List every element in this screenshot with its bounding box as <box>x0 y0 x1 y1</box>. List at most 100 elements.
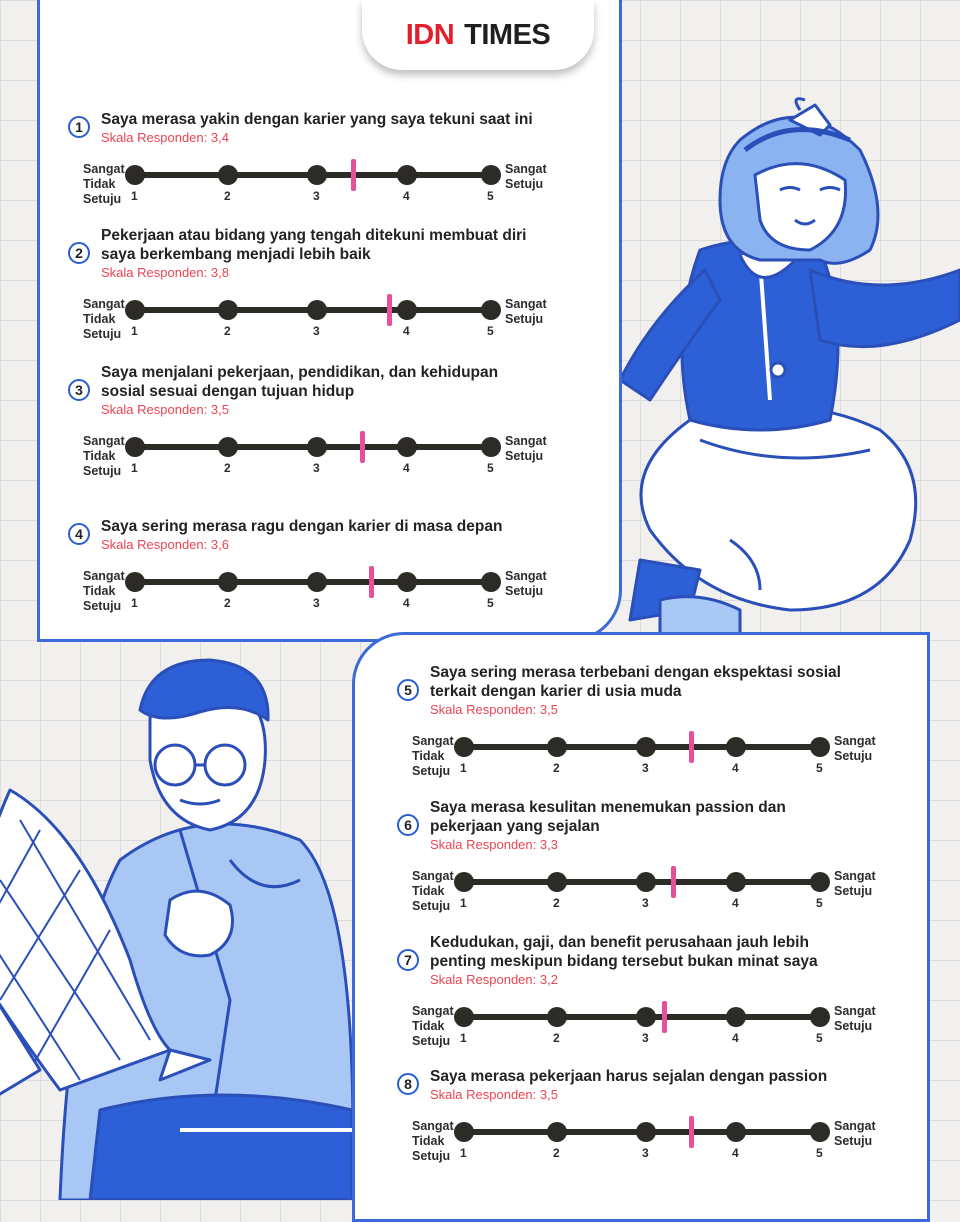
respondent-value-marker <box>689 1116 694 1148</box>
scale-right-label-line: Sangat <box>834 734 876 748</box>
respondent-value-marker <box>387 294 392 326</box>
respondent-scale-label: Skala Responden: 3,2 <box>430 972 558 987</box>
question-text-line: Saya menjalani pekerjaan, pendidikan, da… <box>101 364 499 381</box>
scale-left-label-line: Tidak <box>83 449 116 463</box>
question-text: Saya sering merasa ragu dengan karier di… <box>101 517 601 536</box>
scale-left-label: Sangat Tidak Setuju <box>83 434 125 479</box>
question-text-line: terkait dengan karier di usia muda <box>430 683 682 700</box>
question-text-line: saya berkembang menjadi lebih baik <box>101 246 371 263</box>
scale-tick-label: 3 <box>642 761 649 775</box>
scale-right-label: Sangat Setuju <box>834 869 876 899</box>
scale-left-label-line: Tidak <box>83 312 116 326</box>
scale-point <box>125 437 145 457</box>
scale-left-label: Sangat Tidak Setuju <box>83 162 125 207</box>
respondent-value-marker <box>689 731 694 763</box>
question-text: Saya merasa kesulitan menemukan passion … <box>430 798 930 836</box>
scale-point <box>636 872 656 892</box>
scale-point <box>726 872 746 892</box>
scale-point <box>307 437 327 457</box>
scale-point <box>547 1122 567 1142</box>
question-text: Saya merasa yakin dengan karier yang say… <box>101 110 601 129</box>
scale-tick-label: 1 <box>460 896 467 910</box>
scale-point <box>636 737 656 757</box>
scale-tick-label: 3 <box>313 596 320 610</box>
question-text: Kedudukan, gaji, dan benefit perusahaan … <box>430 933 930 971</box>
question-item: 1 Saya merasa yakin dengan karier yang sa… <box>68 110 608 230</box>
scale-tick-label: 1 <box>460 761 467 775</box>
scale-point <box>810 737 830 757</box>
scale-left-label: Sangat Tidak Setuju <box>412 1119 454 1164</box>
question-text-line: Saya merasa kesulitan menemukan passion … <box>430 799 786 816</box>
scale-point <box>307 572 327 592</box>
scale-point <box>125 165 145 185</box>
question-text-line: Saya sering merasa terbebani dengan eksp… <box>430 664 841 681</box>
scale-point <box>547 872 567 892</box>
scale-tick-label: 4 <box>732 1146 739 1160</box>
scale-right-label-line: Sangat <box>834 869 876 883</box>
scale-point <box>397 572 417 592</box>
question-text-line: sosial sesuai dengan tujuan hidup <box>101 383 355 400</box>
brand-idn: IDN <box>405 18 455 51</box>
scale-tick-label: 2 <box>224 461 231 475</box>
scale-left-label-line: Tidak <box>412 749 445 763</box>
scale-right-label-line: Sangat <box>505 297 547 311</box>
scale-right-label-line: Setuju <box>834 749 873 763</box>
scale-tick-label: 3 <box>313 324 320 338</box>
respondent-scale-label: Skala Responden: 3,4 <box>101 130 229 145</box>
scale-left-label-line: Tidak <box>412 884 445 898</box>
scale-right-label-line: Setuju <box>505 312 544 326</box>
question-number-badge: 8 <box>397 1073 419 1095</box>
scale-point <box>726 737 746 757</box>
scale-right-label-line: Setuju <box>505 177 544 191</box>
question-number-badge: 6 <box>397 814 419 836</box>
scale-tick-label: 1 <box>460 1146 467 1160</box>
question-text-line: Kedudukan, gaji, dan benefit perusahaan … <box>430 934 809 951</box>
scale-tick-label: 3 <box>313 461 320 475</box>
scale-left-label-line: Setuju <box>83 599 122 613</box>
scale-point <box>726 1007 746 1027</box>
scale-point <box>547 1007 567 1027</box>
question-item: 2 Pekerjaan atau bidang yang tengah ditek… <box>68 226 608 346</box>
scale-left-label-line: Sangat <box>83 297 125 311</box>
scale-tick-label: 2 <box>224 324 231 338</box>
question-text: Pekerjaan atau bidang yang tengah diteku… <box>101 226 601 264</box>
scale-left-label-line: Sangat <box>83 434 125 448</box>
question-item: 5 Saya sering merasa terbebani dengan eks… <box>397 663 937 783</box>
scale-right-label-line: Setuju <box>834 884 873 898</box>
scale-point <box>454 1007 474 1027</box>
scale-tick-label: 2 <box>553 1146 560 1160</box>
respondent-scale-label: Skala Responden: 3,6 <box>101 537 229 552</box>
scale-tick-label: 4 <box>403 324 410 338</box>
scale-point <box>810 872 830 892</box>
respondent-value-marker <box>671 866 676 898</box>
scale-tick-label: 5 <box>816 761 823 775</box>
question-item: 3 Saya menjalani pekerjaan, pendidikan, d… <box>68 363 608 483</box>
scale-left-label-line: Tidak <box>412 1134 445 1148</box>
scale-tick-label: 5 <box>487 461 494 475</box>
scale-tick-label: 4 <box>403 189 410 203</box>
scale-tick-label: 2 <box>553 761 560 775</box>
scale-point <box>125 300 145 320</box>
scale-right-label-line: Sangat <box>505 162 547 176</box>
scale-tick-label: 2 <box>224 189 231 203</box>
scale-point <box>218 165 238 185</box>
question-number-badge: 7 <box>397 949 419 971</box>
scale-left-label-line: Setuju <box>83 192 122 206</box>
scale-right-label: Sangat Setuju <box>834 1119 876 1149</box>
question-text: Saya menjalani pekerjaan, pendidikan, da… <box>101 363 601 401</box>
scale-right-label: Sangat Setuju <box>505 569 547 599</box>
question-item: 7 Kedudukan, gaji, dan benefit perusahaan… <box>397 933 937 1053</box>
scale-tick-label: 5 <box>487 189 494 203</box>
scale-right-label-line: Setuju <box>505 449 544 463</box>
question-text-line: Saya merasa yakin dengan karier yang say… <box>101 111 533 128</box>
scale-point <box>397 165 417 185</box>
scale-left-label-line: Sangat <box>83 162 125 176</box>
scale-left-label: Sangat Tidak Setuju <box>412 1004 454 1049</box>
scale-tick-label: 5 <box>487 596 494 610</box>
question-item: 4 Saya sering merasa ragu dengan karier d… <box>68 517 608 637</box>
scale-right-label: Sangat Setuju <box>834 1004 876 1034</box>
scale-tick-label: 4 <box>403 461 410 475</box>
scale-tick-label: 2 <box>224 596 231 610</box>
scale-left-label-line: Sangat <box>412 1119 454 1133</box>
